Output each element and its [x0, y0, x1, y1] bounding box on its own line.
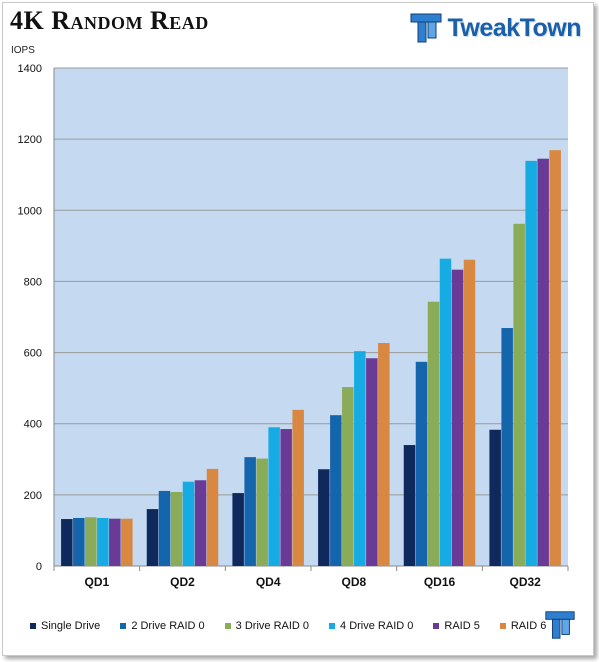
legend-item: 3 Drive RAID 0	[224, 620, 310, 632]
brand-logo: TweakTown	[408, 10, 582, 46]
bar	[244, 457, 256, 566]
plot-area	[54, 68, 568, 566]
bar	[121, 518, 133, 566]
bar	[61, 519, 73, 566]
legend-item: 2 Drive RAID 0	[120, 620, 205, 632]
legend-swatch	[499, 623, 506, 629]
bar	[489, 429, 501, 566]
bar	[280, 429, 292, 566]
bar	[232, 493, 244, 566]
bar	[85, 517, 97, 566]
x-tick-label: QD16	[424, 575, 456, 589]
x-tick-label: QD4	[256, 575, 281, 589]
bar	[268, 427, 280, 566]
legend-label: 2 Drive RAID 0	[131, 620, 205, 632]
y-axis-label: IOPS	[11, 45, 35, 56]
y-tick-label: 1200	[18, 134, 42, 146]
legend-swatch	[224, 623, 231, 629]
bar	[513, 223, 525, 566]
bar	[501, 328, 513, 566]
bar	[415, 361, 428, 566]
legend-label: RAID 5	[444, 620, 480, 632]
bar	[292, 409, 304, 566]
bar	[525, 160, 537, 566]
legend-swatch	[30, 623, 36, 629]
bar	[549, 150, 561, 567]
tt-corner-icon	[545, 611, 575, 639]
y-tick-label: 600	[24, 348, 42, 360]
bar	[97, 517, 109, 566]
bar	[318, 469, 330, 566]
y-tick-label: 1400	[18, 63, 42, 75]
x-tick-label: QD32	[509, 575, 541, 589]
legend-item: Single Drive	[30, 620, 100, 632]
x-tick-label: QD8	[341, 575, 366, 589]
y-tick-label: 800	[24, 276, 42, 288]
legend-label: 4 Drive RAID 0	[340, 620, 414, 632]
tt-logo-icon	[410, 13, 442, 43]
chart-title: 4K Random Read	[10, 6, 209, 35]
y-tick-label: 200	[24, 490, 42, 502]
chart-legend: Single Drive 2 Drive RAID 0 3 Drive RAID 0…	[30, 620, 566, 632]
x-tick-label: QD2	[170, 575, 195, 589]
legend-label: RAID 6	[510, 620, 547, 632]
bar	[109, 518, 121, 566]
bar	[330, 415, 342, 566]
legend-swatch	[120, 623, 127, 629]
bar	[427, 301, 440, 566]
y-tick-label: 400	[24, 419, 42, 431]
x-tick-label: QD1	[84, 575, 109, 589]
y-tick-label: 1000	[18, 205, 42, 217]
bar	[537, 158, 549, 566]
legend-label: Single Drive	[41, 620, 101, 632]
bar	[366, 358, 378, 566]
bar	[256, 458, 268, 566]
bar	[170, 492, 183, 566]
legend-item: 4 Drive RAID 0	[329, 620, 413, 632]
legend-swatch	[433, 623, 440, 629]
bar	[463, 259, 476, 566]
bar	[451, 269, 464, 566]
bar	[354, 351, 366, 566]
legend-item: RAID 6	[499, 620, 547, 632]
bar	[73, 517, 85, 566]
bar	[146, 509, 159, 566]
legend-item: RAID 5	[433, 620, 480, 632]
bar	[439, 258, 452, 566]
bar	[158, 490, 171, 566]
bar	[342, 387, 354, 566]
brand-name: TweakTown	[447, 13, 582, 42]
y-tick-label: 0	[36, 561, 42, 573]
bar	[206, 468, 219, 566]
bar	[194, 480, 207, 566]
bar	[182, 481, 195, 566]
legend-label: 3 Drive RAID 0	[235, 620, 310, 632]
bar	[403, 445, 416, 566]
legend-swatch	[329, 623, 336, 629]
bar	[378, 342, 390, 566]
